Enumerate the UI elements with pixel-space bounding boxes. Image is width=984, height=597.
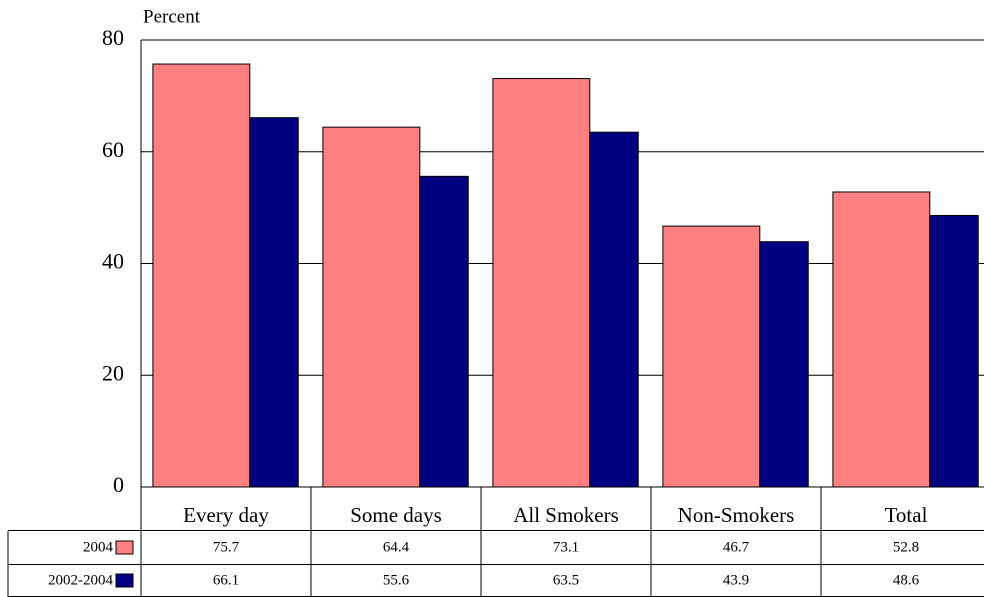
table-value: 43.9 [723, 572, 749, 588]
y-tick-label: 40 [102, 249, 124, 274]
bar [322, 126, 421, 488]
table-value: 73.1 [553, 539, 579, 555]
table-value: 66.1 [213, 572, 239, 588]
bar [419, 175, 469, 488]
x-tick-label: Non-Smokers [678, 503, 795, 527]
bar [492, 78, 591, 488]
x-tick-label: Every day [183, 503, 269, 527]
table-value: 64.4 [383, 539, 410, 555]
table-value: 46.7 [723, 539, 750, 555]
x-tick-label: Some days [350, 503, 442, 527]
x-tick-label: All Smokers [513, 503, 619, 527]
bar [589, 131, 639, 488]
y-tick-label: 0 [113, 472, 124, 497]
table-value: 75.7 [213, 539, 240, 555]
bar [759, 241, 809, 488]
x-tick-label: Total [885, 503, 928, 527]
legend-swatch [115, 573, 134, 588]
bar [152, 63, 251, 488]
bar [832, 191, 931, 488]
legend-swatch [115, 540, 134, 555]
legend-label: 2004 [83, 539, 114, 555]
table-value: 55.6 [383, 572, 410, 588]
bar [662, 225, 761, 488]
table-value: 63.5 [553, 572, 579, 588]
table-value: 52.8 [893, 539, 919, 555]
table-value: 48.6 [893, 572, 920, 588]
y-axis-label: Percent [143, 6, 201, 27]
y-tick-label: 80 [102, 25, 124, 50]
legend-label: 2002-2004 [48, 572, 113, 588]
y-tick-label: 20 [102, 360, 124, 385]
bar [929, 214, 979, 488]
bar [249, 117, 299, 488]
y-tick-label: 60 [102, 137, 124, 162]
